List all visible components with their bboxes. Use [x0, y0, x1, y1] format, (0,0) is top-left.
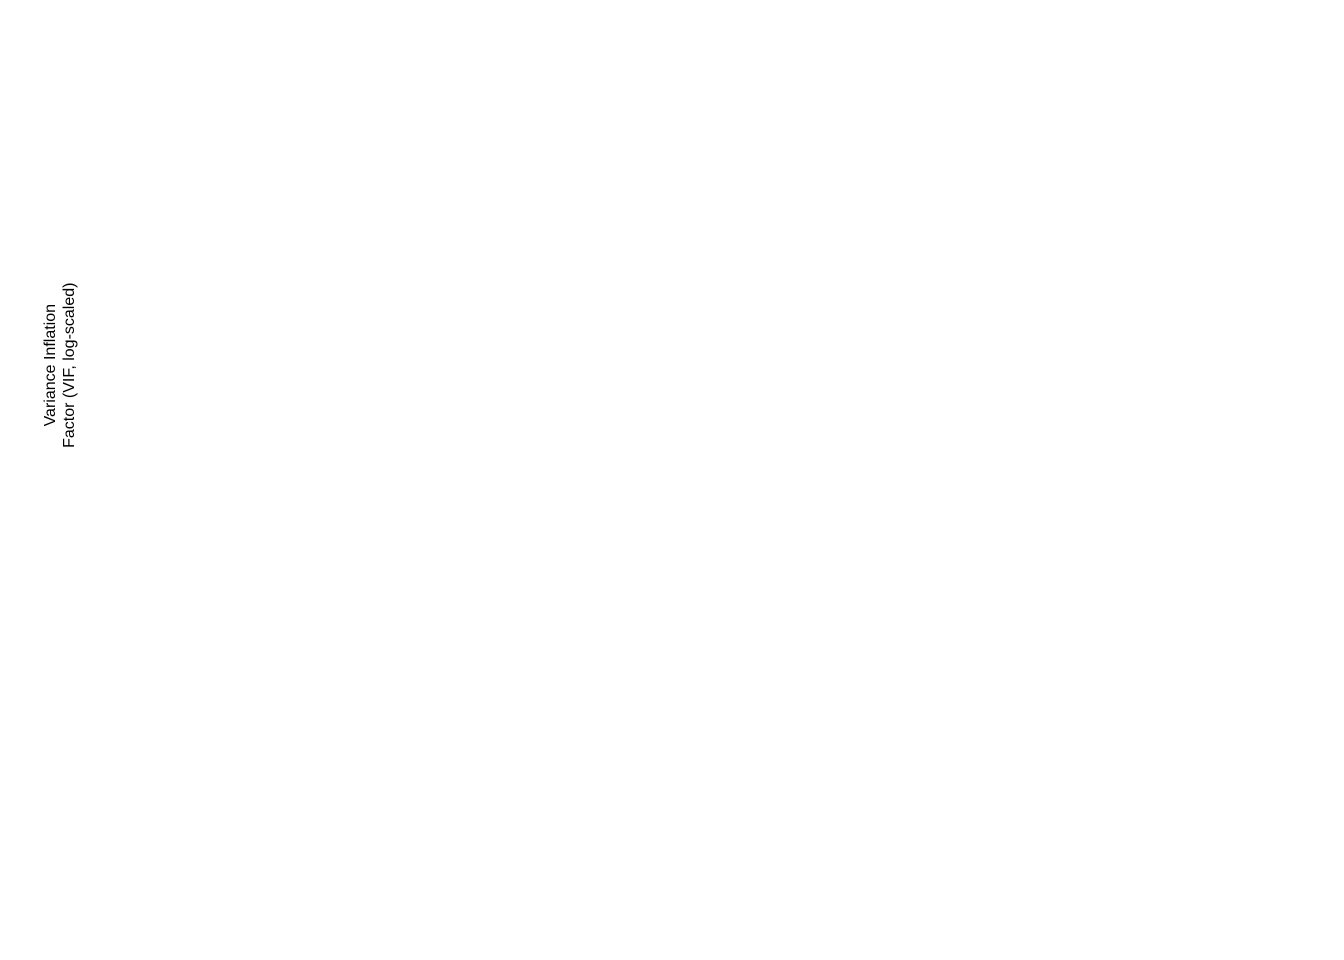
linearity-panel — [20, 20, 660, 206]
homogeneity-panel — [680, 20, 1320, 206]
collinearity-legend — [20, 544, 660, 556]
normality-density-panel — [20, 620, 660, 836]
collinearity-plot — [130, 306, 660, 421]
y-axis-label: Variance InflationFactor (VIF, log-scale… — [41, 265, 79, 465]
collinearity-panel: Variance InflationFactor (VIF, log-scale… — [20, 300, 660, 556]
linearity-plot — [110, 26, 670, 151]
density-plot — [100, 626, 650, 776]
legend-marker — [330, 544, 342, 556]
normality-qq-panel — [680, 300, 1320, 506]
homogeneity-plot — [770, 26, 1330, 151]
qq-plot — [780, 306, 1320, 436]
